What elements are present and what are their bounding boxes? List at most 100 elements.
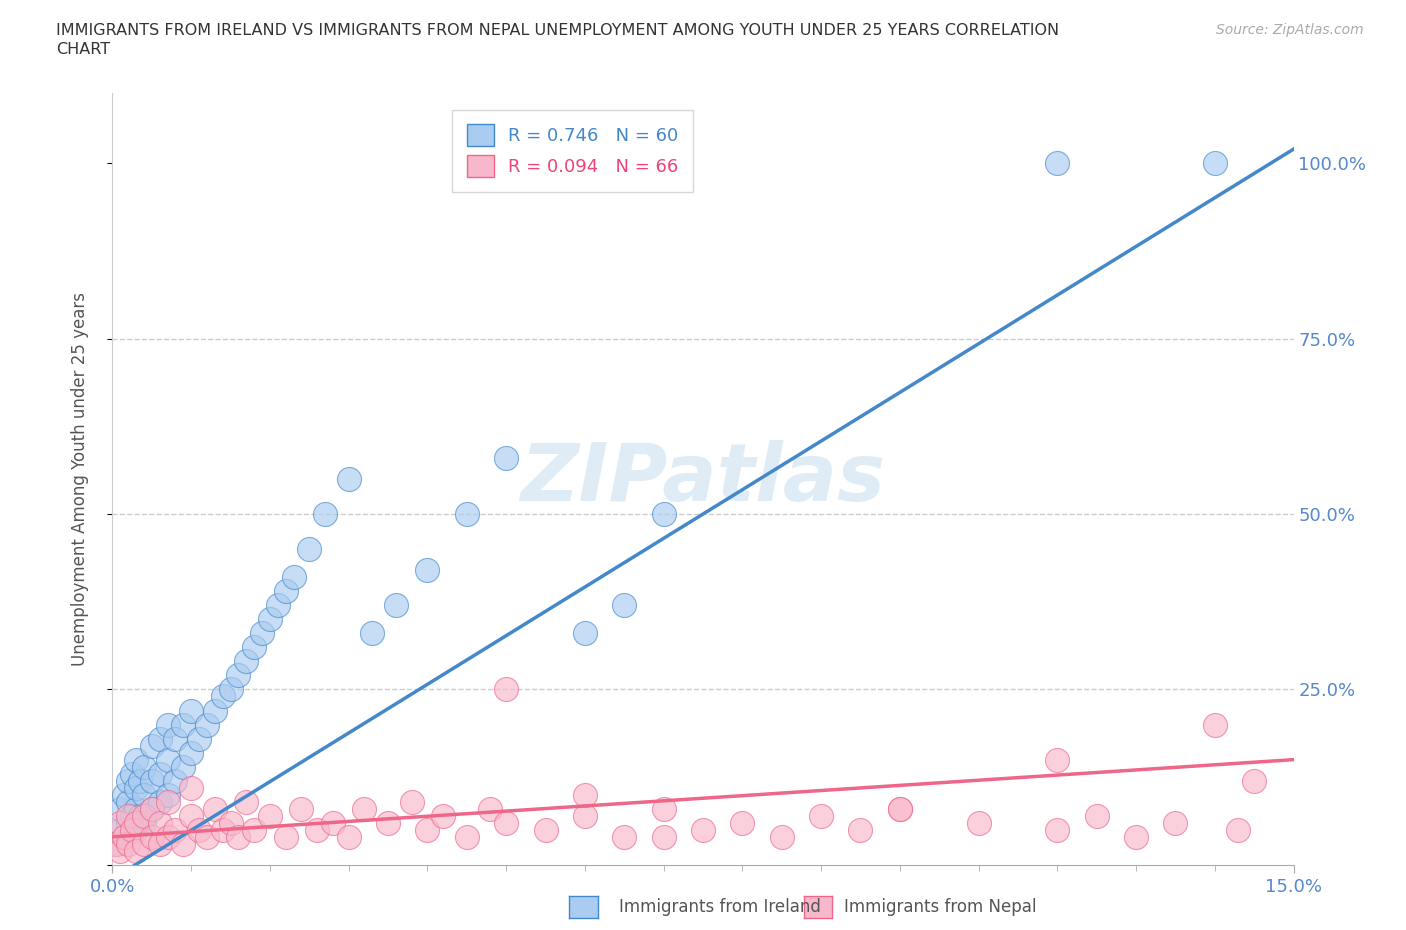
- Point: [274, 830, 297, 844]
- Point: [132, 759, 155, 774]
- Point: [180, 745, 202, 760]
- Point: [211, 689, 233, 704]
- Point: [121, 766, 143, 781]
- Point: [141, 773, 163, 788]
- Point: [385, 598, 408, 613]
- Point: [141, 802, 163, 817]
- Point: [172, 836, 194, 851]
- Point: [613, 830, 636, 844]
- Point: [188, 822, 211, 837]
- Point: [314, 507, 336, 522]
- Point: [156, 830, 179, 844]
- Point: [110, 816, 132, 830]
- Point: [274, 584, 297, 599]
- Point: [141, 802, 163, 817]
- Point: [141, 738, 163, 753]
- Point: [117, 808, 139, 823]
- Point: [250, 626, 273, 641]
- Point: [110, 802, 132, 817]
- Point: [456, 507, 478, 522]
- Point: [479, 802, 502, 817]
- Point: [456, 830, 478, 844]
- Point: [967, 816, 990, 830]
- Point: [156, 717, 179, 732]
- Point: [731, 816, 754, 830]
- Point: [112, 788, 135, 803]
- Point: [495, 816, 517, 830]
- Point: [129, 808, 152, 823]
- Point: [129, 773, 152, 788]
- Text: Immigrants from Ireland: Immigrants from Ireland: [619, 897, 821, 916]
- Point: [165, 773, 187, 788]
- Point: [574, 788, 596, 803]
- Point: [1164, 816, 1187, 830]
- Point: [652, 507, 675, 522]
- Point: [117, 773, 139, 788]
- Point: [125, 822, 148, 837]
- Point: [132, 816, 155, 830]
- Point: [283, 570, 305, 585]
- Text: Source: ZipAtlas.com: Source: ZipAtlas.com: [1216, 23, 1364, 37]
- Point: [337, 830, 360, 844]
- Point: [416, 822, 439, 837]
- Point: [432, 808, 454, 823]
- Point: [149, 731, 172, 746]
- Point: [574, 808, 596, 823]
- Point: [259, 808, 281, 823]
- Point: [105, 836, 128, 851]
- Point: [243, 822, 266, 837]
- Point: [353, 802, 375, 817]
- Point: [211, 822, 233, 837]
- Point: [112, 830, 135, 844]
- Text: CHART: CHART: [56, 42, 110, 57]
- Point: [1125, 830, 1147, 844]
- Point: [125, 816, 148, 830]
- Point: [180, 808, 202, 823]
- Point: [337, 472, 360, 486]
- Point: [235, 654, 257, 669]
- Point: [141, 830, 163, 844]
- Text: ZIPatlas: ZIPatlas: [520, 440, 886, 518]
- Point: [149, 794, 172, 809]
- Point: [125, 844, 148, 858]
- Point: [1046, 752, 1069, 767]
- Point: [613, 598, 636, 613]
- Point: [1204, 155, 1226, 170]
- Point: [112, 830, 135, 844]
- Point: [416, 563, 439, 578]
- Point: [267, 598, 290, 613]
- Point: [235, 794, 257, 809]
- Point: [889, 802, 911, 817]
- Point: [156, 752, 179, 767]
- Point: [534, 822, 557, 837]
- Point: [110, 822, 132, 837]
- Point: [195, 830, 218, 844]
- Point: [307, 822, 329, 837]
- Point: [117, 836, 139, 851]
- Point: [770, 830, 793, 844]
- Point: [156, 788, 179, 803]
- Point: [132, 788, 155, 803]
- Point: [204, 802, 226, 817]
- Point: [1243, 773, 1265, 788]
- Point: [377, 816, 399, 830]
- Point: [195, 717, 218, 732]
- Point: [652, 830, 675, 844]
- Point: [495, 682, 517, 697]
- Point: [219, 816, 242, 830]
- Y-axis label: Unemployment Among Youth under 25 years: Unemployment Among Youth under 25 years: [70, 292, 89, 666]
- Point: [849, 822, 872, 837]
- Point: [172, 717, 194, 732]
- Point: [180, 703, 202, 718]
- Legend: R = 0.746   N = 60, R = 0.094   N = 66: R = 0.746 N = 60, R = 0.094 N = 66: [453, 110, 693, 192]
- Text: Immigrants from Nepal: Immigrants from Nepal: [844, 897, 1036, 916]
- Point: [121, 808, 143, 823]
- Point: [810, 808, 832, 823]
- Point: [1227, 822, 1250, 837]
- Point: [401, 794, 423, 809]
- Point: [156, 794, 179, 809]
- Point: [243, 640, 266, 655]
- Point: [125, 780, 148, 795]
- Point: [228, 668, 250, 683]
- Text: IMMIGRANTS FROM IRELAND VS IMMIGRANTS FROM NEPAL UNEMPLOYMENT AMONG YOUTH UNDER : IMMIGRANTS FROM IRELAND VS IMMIGRANTS FR…: [56, 23, 1059, 38]
